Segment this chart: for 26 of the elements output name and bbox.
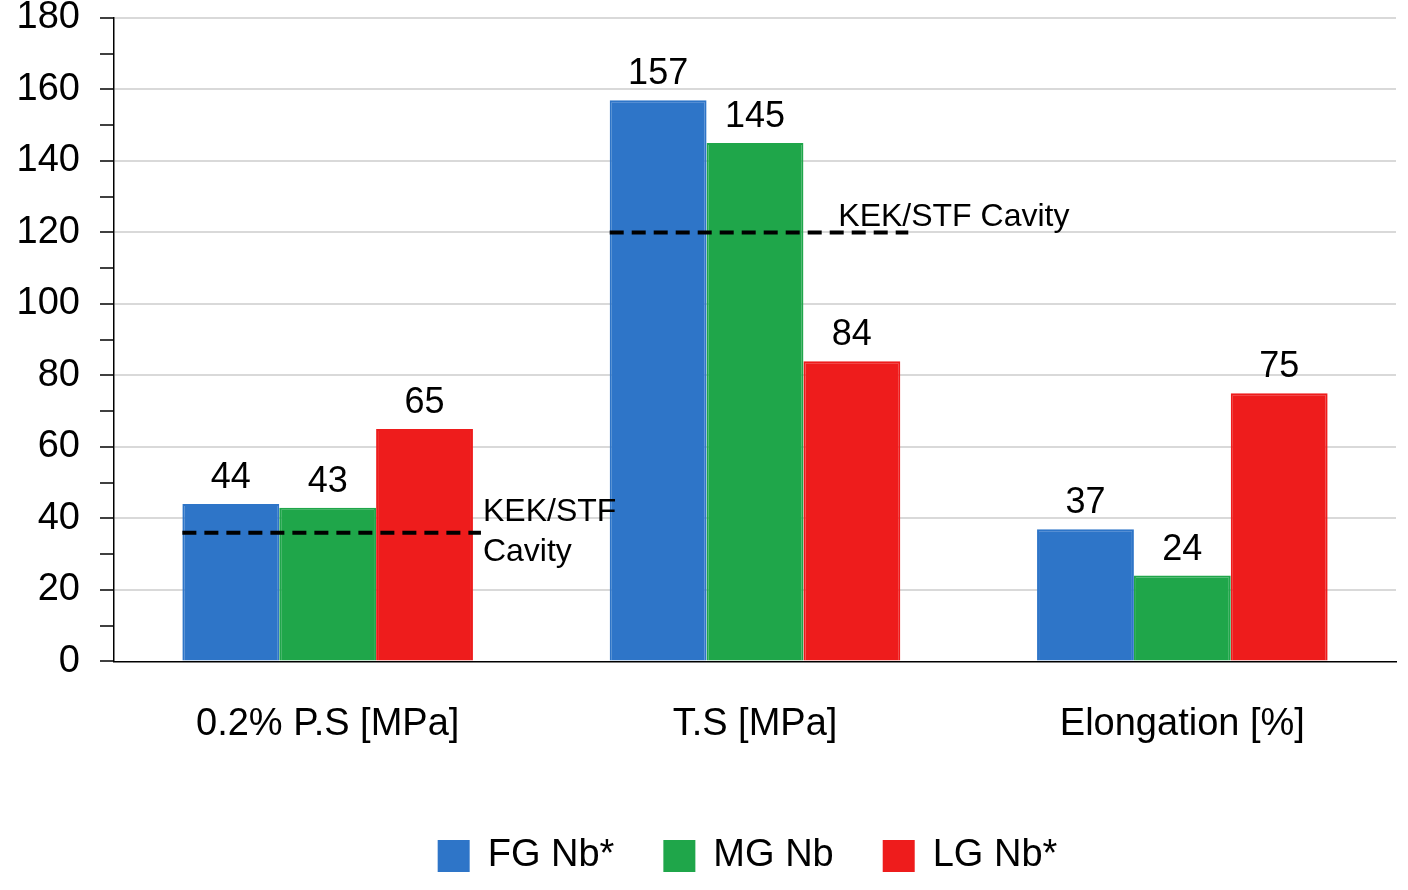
y-tick-label: 20 — [37, 566, 80, 609]
x-tick-label: 0.2% P.S [MPa] — [196, 700, 460, 743]
y-tick-label: 160 — [16, 65, 80, 108]
data-label: 24 — [1162, 526, 1203, 568]
y-tick-label: 100 — [16, 280, 80, 323]
x-tick-label: T.S [MPa] — [672, 700, 838, 743]
data-label: 65 — [404, 379, 445, 421]
data-label: 43 — [307, 458, 348, 500]
y-tick-label: 140 — [16, 137, 80, 180]
legend-label: MG Nb — [713, 832, 834, 875]
x-tick-label: Elongation [%] — [1059, 700, 1305, 743]
legend-label: FG Nb* — [487, 832, 615, 875]
y-tick-label: 120 — [16, 208, 80, 251]
data-label: 145 — [724, 94, 786, 136]
y-tick-label: 40 — [37, 494, 80, 537]
y-tick-label: 0 — [58, 637, 80, 680]
y-tick-label: 80 — [37, 351, 80, 394]
ref-line-label: KEK/STF Cavity — [838, 197, 1070, 234]
data-label: 44 — [210, 455, 251, 497]
data-label: 84 — [831, 312, 872, 354]
y-tick-label: 180 — [16, 0, 80, 37]
legend-label: LG Nb* — [932, 832, 1058, 875]
data-label: 37 — [1065, 480, 1106, 522]
data-label: 75 — [1259, 344, 1300, 386]
y-tick-label: 60 — [37, 423, 80, 466]
data-label: 157 — [628, 51, 689, 93]
